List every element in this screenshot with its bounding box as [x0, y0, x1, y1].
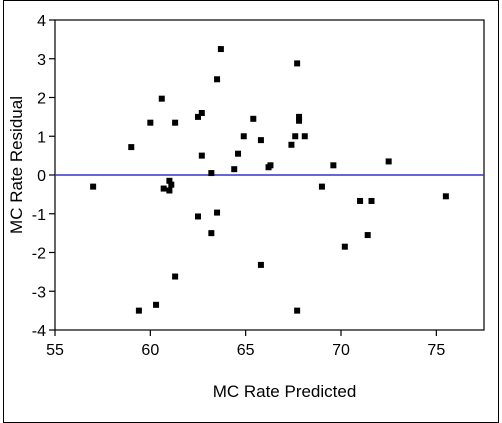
data-point [128, 144, 135, 151]
data-point [235, 150, 242, 157]
data-point [364, 232, 371, 239]
data-point [172, 273, 179, 280]
data-point [301, 133, 308, 140]
data-point [198, 110, 205, 116]
y-tick-label: 3 [37, 52, 46, 69]
x-tick-label: 55 [46, 342, 64, 359]
outer-border [3, 0, 499, 423]
data-point [267, 162, 274, 169]
x-tick-label: 60 [141, 342, 159, 359]
data-point [168, 181, 175, 188]
axis-ticks [49, 19, 437, 336]
data-point [442, 193, 449, 200]
data-points [90, 46, 449, 314]
data-point [294, 60, 301, 67]
tick-labels: -4 -3 -2 -1 0 1 2 3 4 55 60 65 70 75 [32, 13, 446, 359]
data-point [166, 187, 173, 194]
data-point [385, 158, 392, 165]
x-tick-label: 70 [332, 342, 350, 359]
data-point [214, 209, 221, 216]
data-point [214, 76, 221, 83]
data-point [208, 230, 215, 237]
data-point [250, 115, 257, 122]
data-point [341, 243, 348, 250]
data-point [330, 162, 337, 169]
data-point [208, 170, 215, 177]
data-point [231, 166, 238, 173]
data-point [368, 197, 375, 204]
data-point [257, 137, 264, 144]
data-point [166, 177, 173, 184]
y-tick-label: -4 [32, 323, 46, 340]
data-point [217, 46, 224, 53]
x-axis-title: MC Rate Predicted [213, 382, 357, 401]
y-axis-title: MC Rate Residual [7, 96, 26, 234]
y-tick-label: 4 [37, 13, 46, 30]
data-point [294, 307, 301, 314]
data-point [135, 307, 142, 314]
y-tick-label: 1 [37, 129, 46, 146]
data-point [195, 113, 201, 120]
data-point [288, 141, 295, 148]
data-point [147, 119, 154, 126]
data-point [296, 117, 303, 124]
data-point [158, 95, 165, 102]
y-tick-label: -2 [32, 246, 46, 263]
data-point [240, 133, 247, 140]
data-point [160, 185, 167, 192]
data-point [153, 301, 160, 308]
data-point [296, 113, 303, 120]
data-point [198, 152, 205, 159]
data-point [172, 119, 179, 126]
data-point [257, 261, 264, 268]
data-point [357, 197, 364, 204]
x-tick-label: 75 [427, 342, 445, 359]
data-point [292, 133, 299, 140]
y-tick-label: -3 [32, 284, 46, 301]
data-point [318, 183, 325, 190]
y-tick-label: 2 [37, 91, 46, 108]
x-tick-label: 65 [237, 342, 255, 359]
data-point [195, 213, 201, 220]
y-tick-label: 0 [37, 168, 46, 185]
data-point [90, 183, 97, 190]
y-tick-label: -1 [32, 207, 46, 224]
